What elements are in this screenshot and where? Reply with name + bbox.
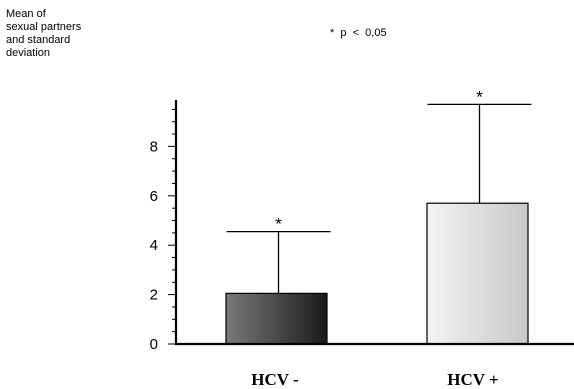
significance-star: * bbox=[476, 87, 483, 106]
y-axis-title-line: and standard bbox=[6, 34, 70, 46]
y-axis-title-line: deviation bbox=[6, 47, 50, 59]
y-axis-title: Mean of sexual partners and standard dev… bbox=[6, 8, 82, 59]
y-tick-label: 2 bbox=[150, 287, 158, 304]
bar bbox=[426, 202, 529, 345]
y-axis-title-line: Mean of bbox=[6, 8, 47, 20]
y-tick-label: 4 bbox=[150, 237, 158, 254]
y-tick-label: 8 bbox=[150, 138, 158, 155]
x-tick-label: HCV + bbox=[447, 370, 498, 389]
y-tick-label: 6 bbox=[150, 188, 158, 205]
y-axis-title-line: sexual partners bbox=[6, 21, 82, 33]
significance-note: * p < 0,05 bbox=[330, 27, 387, 39]
y-tick-label: 0 bbox=[150, 336, 158, 353]
axes-layer: HCV - HCV + 0 2 4 6 8 bbox=[150, 100, 574, 389]
significance-star: * bbox=[275, 215, 282, 234]
bars-layer: ** bbox=[225, 87, 532, 345]
bar bbox=[225, 292, 328, 345]
x-tick-label: HCV - bbox=[251, 370, 299, 389]
